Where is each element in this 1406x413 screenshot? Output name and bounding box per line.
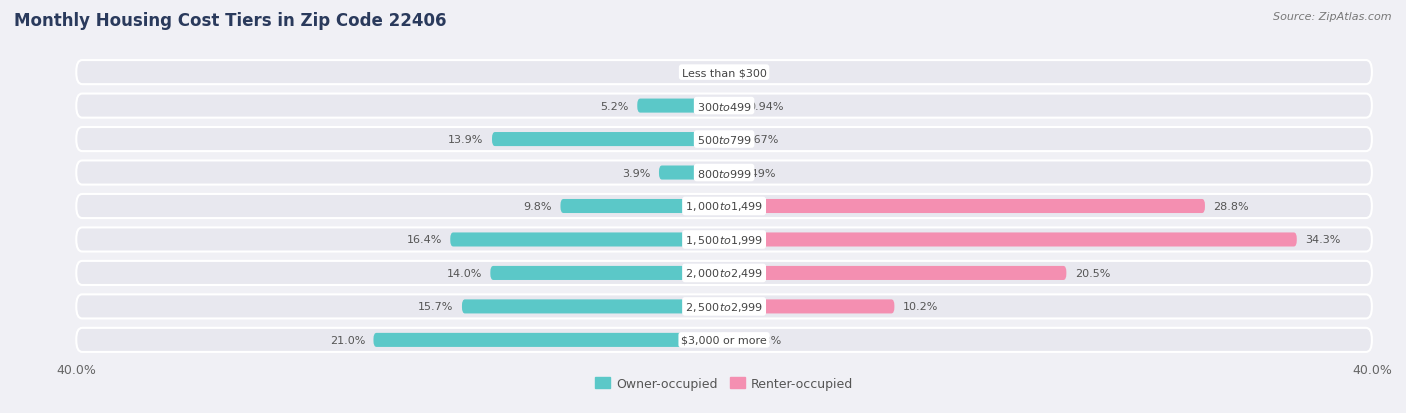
- Text: 0.94%: 0.94%: [748, 101, 783, 112]
- FancyBboxPatch shape: [724, 233, 1296, 247]
- Text: 34.3%: 34.3%: [1305, 235, 1340, 245]
- Text: Less than $300: Less than $300: [682, 68, 766, 78]
- FancyBboxPatch shape: [76, 195, 1372, 218]
- Text: 28.8%: 28.8%: [1213, 202, 1249, 211]
- Text: 0.49%: 0.49%: [741, 168, 776, 178]
- FancyBboxPatch shape: [659, 166, 724, 180]
- Text: 3.9%: 3.9%: [623, 168, 651, 178]
- FancyBboxPatch shape: [76, 128, 1372, 152]
- Text: 1.3%: 1.3%: [754, 335, 782, 345]
- FancyBboxPatch shape: [724, 133, 735, 147]
- Text: $800 to $999: $800 to $999: [696, 167, 752, 179]
- FancyBboxPatch shape: [724, 300, 894, 314]
- FancyBboxPatch shape: [492, 133, 724, 147]
- FancyBboxPatch shape: [724, 333, 745, 347]
- Text: 0.15%: 0.15%: [678, 68, 713, 78]
- Text: 13.9%: 13.9%: [449, 135, 484, 145]
- Text: 5.2%: 5.2%: [600, 101, 628, 112]
- FancyBboxPatch shape: [724, 199, 1205, 214]
- Text: 21.0%: 21.0%: [330, 335, 366, 345]
- FancyBboxPatch shape: [463, 300, 724, 314]
- FancyBboxPatch shape: [76, 261, 1372, 285]
- Text: 20.5%: 20.5%: [1074, 268, 1111, 278]
- Text: $3,000 or more: $3,000 or more: [682, 335, 766, 345]
- Text: $2,500 to $2,999: $2,500 to $2,999: [685, 300, 763, 313]
- FancyBboxPatch shape: [724, 99, 740, 113]
- FancyBboxPatch shape: [561, 199, 724, 214]
- Legend: Owner-occupied, Renter-occupied: Owner-occupied, Renter-occupied: [589, 372, 859, 395]
- Text: 14.0%: 14.0%: [447, 268, 482, 278]
- FancyBboxPatch shape: [374, 333, 724, 347]
- FancyBboxPatch shape: [76, 328, 1372, 352]
- Text: 40.0%: 40.0%: [1353, 363, 1392, 376]
- Text: 10.2%: 10.2%: [903, 301, 938, 312]
- Text: 0.67%: 0.67%: [744, 135, 779, 145]
- Text: 9.8%: 9.8%: [523, 202, 553, 211]
- Text: $2,000 to $2,499: $2,000 to $2,499: [685, 267, 763, 280]
- Text: 0.0%: 0.0%: [733, 68, 761, 78]
- Text: 16.4%: 16.4%: [406, 235, 441, 245]
- FancyBboxPatch shape: [637, 99, 724, 113]
- FancyBboxPatch shape: [76, 294, 1372, 319]
- FancyBboxPatch shape: [76, 228, 1372, 252]
- FancyBboxPatch shape: [76, 161, 1372, 185]
- Text: 15.7%: 15.7%: [418, 301, 454, 312]
- FancyBboxPatch shape: [450, 233, 724, 247]
- Text: $300 to $499: $300 to $499: [696, 100, 752, 112]
- Text: $1,000 to $1,499: $1,000 to $1,499: [685, 200, 763, 213]
- Text: Source: ZipAtlas.com: Source: ZipAtlas.com: [1274, 12, 1392, 22]
- FancyBboxPatch shape: [76, 61, 1372, 85]
- Text: 40.0%: 40.0%: [56, 363, 96, 376]
- FancyBboxPatch shape: [491, 266, 724, 280]
- Text: $500 to $799: $500 to $799: [696, 134, 752, 146]
- FancyBboxPatch shape: [721, 66, 724, 80]
- Text: $1,500 to $1,999: $1,500 to $1,999: [685, 233, 763, 247]
- Text: Monthly Housing Cost Tiers in Zip Code 22406: Monthly Housing Cost Tiers in Zip Code 2…: [14, 12, 447, 30]
- FancyBboxPatch shape: [724, 266, 1066, 280]
- FancyBboxPatch shape: [724, 166, 733, 180]
- FancyBboxPatch shape: [76, 94, 1372, 119]
